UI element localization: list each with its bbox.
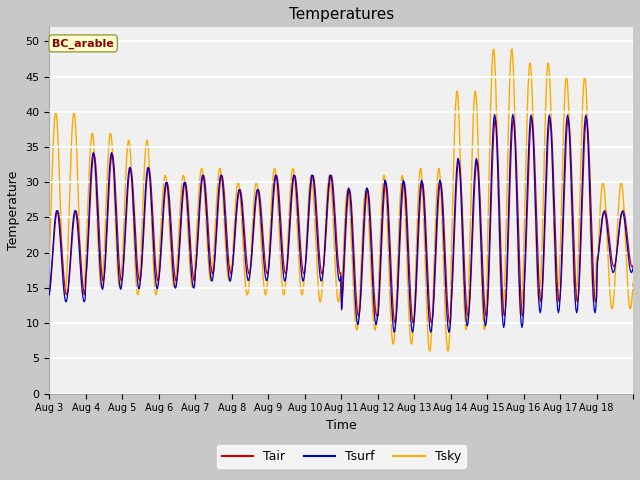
Legend: Tair, Tsurf, Tsky: Tair, Tsurf, Tsky (216, 445, 466, 468)
Title: Temperatures: Temperatures (289, 7, 394, 22)
Y-axis label: Temperature: Temperature (7, 171, 20, 250)
X-axis label: Time: Time (326, 419, 356, 432)
Text: BC_arable: BC_arable (52, 38, 114, 48)
